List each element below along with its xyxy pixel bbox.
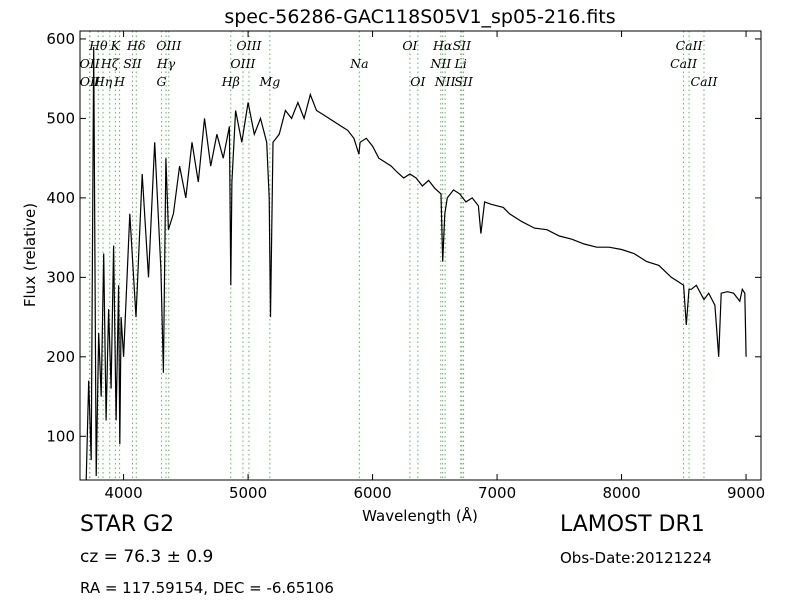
plot-frame xyxy=(79,30,762,481)
line-label-22: Li xyxy=(454,56,467,71)
y-axis: 100 200 300 400 500 600 xyxy=(46,30,761,445)
line-label-6: SII xyxy=(123,56,143,71)
x-tick-label-4: 8000 xyxy=(602,484,640,502)
x-tick-label-0: 4000 xyxy=(104,484,142,502)
line-label-9: OIII xyxy=(156,38,182,53)
line-label-16: Na xyxy=(349,56,368,71)
line-label-24: SII xyxy=(454,74,474,89)
spectrum-line xyxy=(85,46,747,481)
line-label-3: Hη xyxy=(93,74,113,89)
line-label-18: OI xyxy=(410,74,426,89)
line-label-12: OIII xyxy=(236,38,262,53)
line-label-10: Hγ xyxy=(156,56,176,71)
line-label-7: H xyxy=(113,74,126,89)
survey-name: LAMOST DR1 xyxy=(560,512,705,537)
y-tick-label-4: 500 xyxy=(46,109,75,127)
x-axis: 4000 5000 6000 7000 8000 9000 xyxy=(104,31,765,502)
line-label-11: G xyxy=(157,74,167,89)
line-label-13: OIII xyxy=(230,56,256,71)
spectral-line-markers xyxy=(89,31,705,480)
x-tick-label-2: 6000 xyxy=(353,484,391,502)
x-axis-label: Wavelength (Å) xyxy=(362,506,478,525)
line-label-4: K xyxy=(110,38,121,53)
spectrum-series xyxy=(85,46,747,481)
y-tick-label-5: 600 xyxy=(46,30,75,48)
line-label-27: CaII xyxy=(691,74,719,89)
line-label-19: Hα xyxy=(432,38,453,53)
y-axis-label: Flux (relative) xyxy=(21,203,39,307)
line-label-17: OI xyxy=(402,38,418,53)
line-label-25: CaII xyxy=(676,38,704,53)
y-tick-label-2: 300 xyxy=(46,268,75,286)
line-label-23: NII xyxy=(434,74,457,89)
line-label-20: SII xyxy=(453,38,473,53)
y-tick-label-3: 400 xyxy=(46,189,75,207)
line-label-14: Hβ xyxy=(221,74,240,89)
object-class: STAR G2 xyxy=(80,512,175,537)
line-label-5: Hζ xyxy=(100,56,120,71)
x-tick-label-3: 7000 xyxy=(478,484,516,502)
line-label-1: OII xyxy=(80,74,101,89)
observation-date: Obs-Date:20121224 xyxy=(560,549,712,567)
y-tick-label-1: 200 xyxy=(46,348,75,366)
y-tick-label-0: 100 xyxy=(46,427,75,445)
chart-title: spec-56286-GAC118S05V1_sp05-216.fits xyxy=(224,6,615,28)
line-label-2: Hθ xyxy=(88,38,108,53)
line-label-26: CaII xyxy=(670,56,698,71)
x-tick-label-1: 5000 xyxy=(229,484,267,502)
line-label-15: Mg xyxy=(258,74,280,89)
x-tick-label-5: 9000 xyxy=(727,484,765,502)
line-label-0: OII xyxy=(80,56,101,71)
coordinates: RA = 117.59154, DEC = -6.65106 xyxy=(80,579,334,597)
redshift-value: cz = 76.3 ± 0.9 xyxy=(80,547,214,567)
line-label-8: Hδ xyxy=(126,38,145,53)
line-label-21: NII xyxy=(429,56,452,71)
